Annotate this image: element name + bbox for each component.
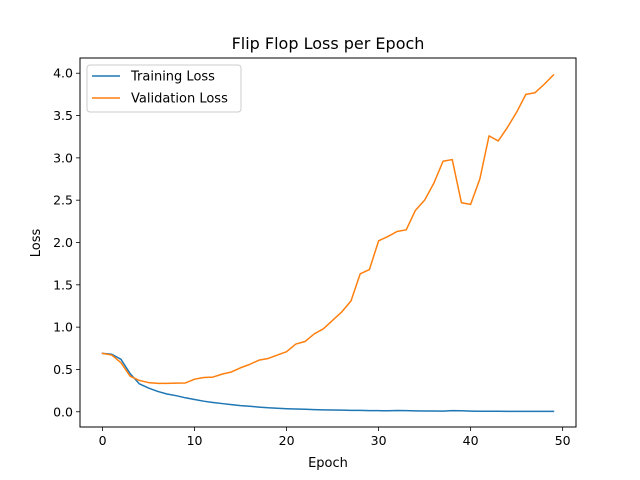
x-tick-label: 50 bbox=[555, 433, 571, 448]
y-tick-label: 1.5 bbox=[53, 277, 73, 292]
series-line-1 bbox=[101, 352, 555, 413]
x-tick-label: 10 bbox=[187, 433, 203, 448]
y-tick-label: 3.0 bbox=[53, 150, 73, 165]
legend-entry: Validation Loss bbox=[131, 92, 228, 107]
legend: Training Loss Validation Loss bbox=[86, 64, 242, 113]
y-axis-label: Loss bbox=[29, 229, 44, 258]
series-layer bbox=[101, 73, 555, 413]
y-tick-label: 2.0 bbox=[53, 235, 73, 250]
y-tick-label: 2.5 bbox=[53, 193, 73, 208]
y-tick-label: 4.0 bbox=[53, 66, 73, 81]
x-tick-label: 30 bbox=[371, 433, 387, 448]
legend-entry: Training Loss bbox=[130, 70, 215, 85]
x-tick-label: 20 bbox=[279, 433, 295, 448]
chart-title: Flip Flop Loss per Epoch bbox=[232, 34, 425, 53]
y-tick-label: 3.5 bbox=[53, 108, 73, 123]
y-tick-label: 1.0 bbox=[53, 320, 73, 335]
y-tick-label: 0.5 bbox=[53, 362, 73, 377]
x-tick-label: 0 bbox=[99, 433, 107, 448]
x-axis-label: Epoch bbox=[308, 456, 348, 471]
axis-ticks: 0 10 20 30 40 50 0.0 0.5 1.0 1.5 2.0 2.5 3.0 3.5 4.0 bbox=[53, 66, 571, 448]
x-tick-label: 40 bbox=[463, 433, 479, 448]
legend-frame bbox=[86, 64, 242, 113]
y-tick-label: 0.0 bbox=[53, 404, 73, 419]
series-line-2 bbox=[101, 73, 555, 385]
